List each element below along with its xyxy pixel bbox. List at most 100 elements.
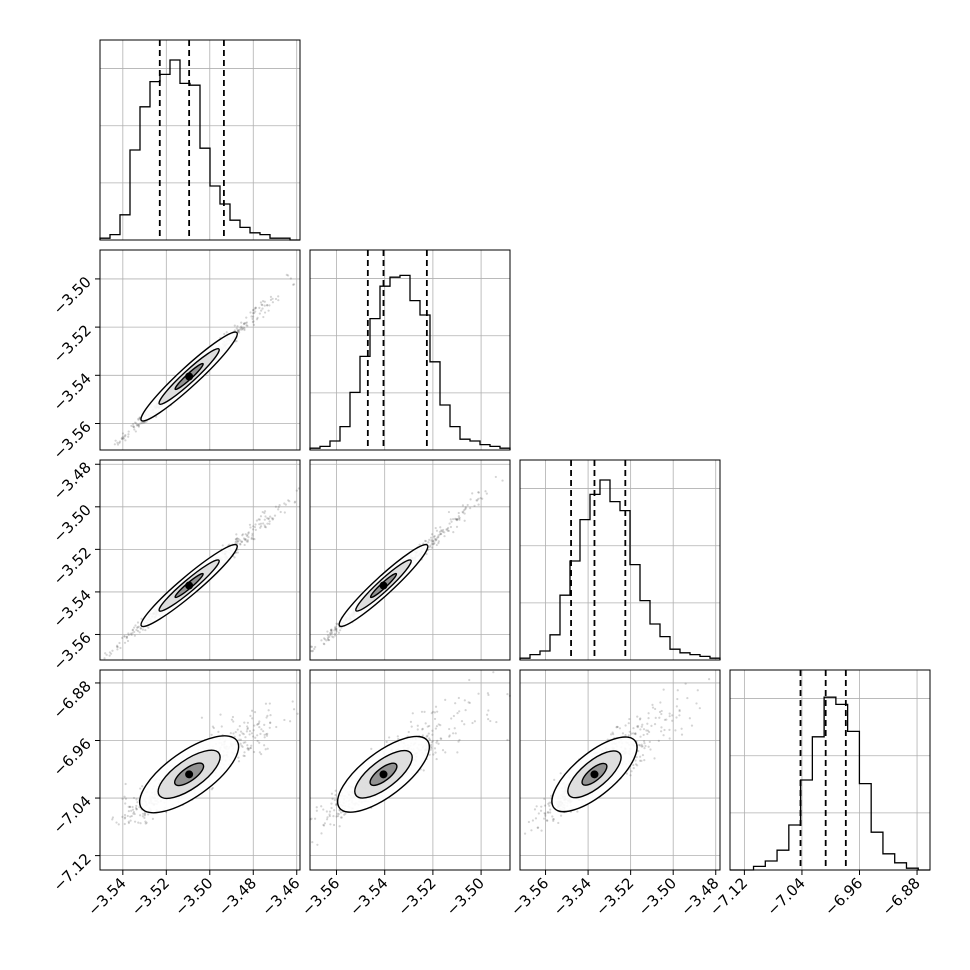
scatter-point xyxy=(265,734,269,737)
scatter-point xyxy=(644,744,647,748)
scatter-point xyxy=(328,638,331,642)
scatter-point xyxy=(245,321,249,324)
scatter-point xyxy=(249,747,252,750)
scatter-point xyxy=(233,324,236,327)
scatter-point xyxy=(454,702,457,705)
scatter-point xyxy=(340,816,343,819)
scatter-point xyxy=(127,805,130,808)
x-tick-label: −3.50 xyxy=(635,874,680,919)
scatter-point xyxy=(243,721,246,724)
scatter-point xyxy=(124,439,127,442)
peak-marker xyxy=(185,372,194,381)
scatter-point xyxy=(437,540,440,543)
scatter-point xyxy=(662,688,665,691)
scatter-point xyxy=(425,552,428,556)
scatter-point xyxy=(436,710,439,713)
scatter-point xyxy=(489,719,492,723)
scatter-point xyxy=(124,434,127,437)
scatter-point xyxy=(322,808,325,811)
scatter-point xyxy=(246,539,249,542)
scatter-point xyxy=(124,782,127,786)
x-tick-label: −3.48 xyxy=(215,874,260,919)
scatter-point xyxy=(225,331,228,334)
scatter-point xyxy=(316,843,319,846)
scatter-point xyxy=(116,648,119,651)
scatter-point xyxy=(223,332,226,336)
scatter-point xyxy=(253,750,256,754)
scatter-point xyxy=(133,426,136,429)
scatter-point xyxy=(338,825,341,828)
scatter-point xyxy=(611,731,614,734)
scatter-point xyxy=(475,499,478,502)
scatter-point xyxy=(333,809,336,812)
scatter-point xyxy=(235,533,238,536)
scatter-point xyxy=(140,617,143,620)
scatter-point xyxy=(438,530,441,533)
scatter-point xyxy=(141,628,144,631)
scatter-point xyxy=(240,325,243,328)
scatter-point xyxy=(262,730,265,733)
scatter-point xyxy=(242,741,245,744)
scatter-point xyxy=(295,489,298,492)
scatter-point xyxy=(245,324,248,327)
scatter-point xyxy=(259,526,262,529)
scatter-point xyxy=(103,657,106,660)
scatter-point xyxy=(263,518,266,521)
scatter-point xyxy=(261,307,264,310)
scatter-point xyxy=(238,734,241,737)
scatter-point xyxy=(259,525,263,528)
scatter-point xyxy=(246,727,249,730)
scatter-point xyxy=(270,517,273,520)
panel-2-0 xyxy=(99,459,301,661)
scatter-point xyxy=(628,717,631,721)
scatter-point xyxy=(137,423,141,426)
scatter-point xyxy=(467,701,470,704)
scatter-point xyxy=(471,721,474,725)
scatter-point xyxy=(411,712,414,715)
scatter-point xyxy=(115,645,119,648)
scatter-point xyxy=(210,733,213,736)
scatter-point xyxy=(128,805,131,808)
scatter-point xyxy=(236,728,239,731)
scatter-point xyxy=(328,632,332,635)
scatter-point xyxy=(313,647,316,650)
scatter-point xyxy=(230,718,234,721)
scatter-point xyxy=(260,303,263,306)
scatter-point xyxy=(326,630,329,633)
scatter-point xyxy=(246,721,249,724)
scatter-point xyxy=(235,538,238,541)
scatter-point xyxy=(437,534,440,537)
scatter-point xyxy=(458,518,461,521)
scatter-point xyxy=(260,752,263,756)
scatter-point xyxy=(285,273,288,276)
scatter-point xyxy=(333,629,336,632)
scatter-point xyxy=(325,639,328,642)
scatter-point xyxy=(337,631,341,634)
scatter-point xyxy=(125,637,128,640)
scatter-point xyxy=(246,728,249,731)
scatter-point xyxy=(249,714,252,717)
scatter-point xyxy=(434,727,438,730)
scatter-point xyxy=(331,797,334,800)
scatter-point xyxy=(269,515,272,518)
x-tick-label: −3.52 xyxy=(394,874,439,919)
scatter-point xyxy=(124,435,127,438)
scatter-point xyxy=(457,511,460,515)
scatter-point xyxy=(473,504,476,507)
scatter-point xyxy=(336,623,339,626)
scatter-point xyxy=(253,724,256,727)
scatter-point xyxy=(458,738,461,742)
scatter-point xyxy=(259,522,263,525)
y-tick-label: −3.56 xyxy=(50,629,95,674)
scatter-point xyxy=(454,518,457,521)
scatter-point xyxy=(255,318,259,321)
scatter-point xyxy=(254,306,257,309)
scatter-point xyxy=(132,425,135,428)
scatter-point xyxy=(310,645,313,648)
scatter-point xyxy=(127,633,130,637)
scatter-point xyxy=(136,629,140,633)
scatter-point xyxy=(116,441,119,444)
scatter-point xyxy=(135,628,138,632)
scatter-point xyxy=(435,543,438,547)
scatter-point xyxy=(243,538,246,541)
